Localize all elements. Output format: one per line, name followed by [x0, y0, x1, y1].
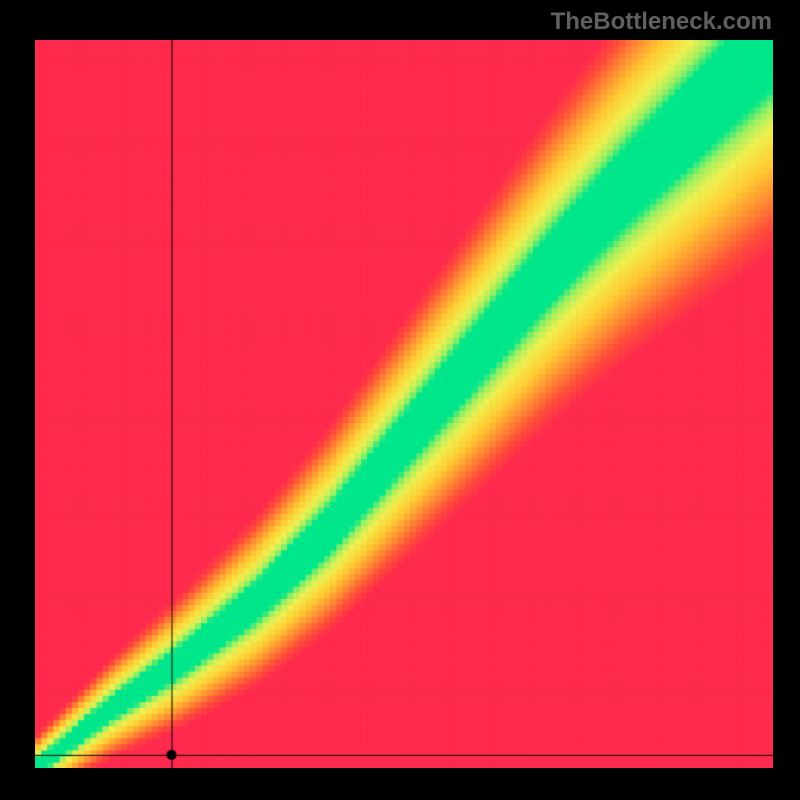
- bottleneck-heatmap: [35, 40, 773, 768]
- watermark-text: TheBottleneck.com: [551, 8, 772, 36]
- chart-container: TheBottleneck.com: [0, 0, 800, 800]
